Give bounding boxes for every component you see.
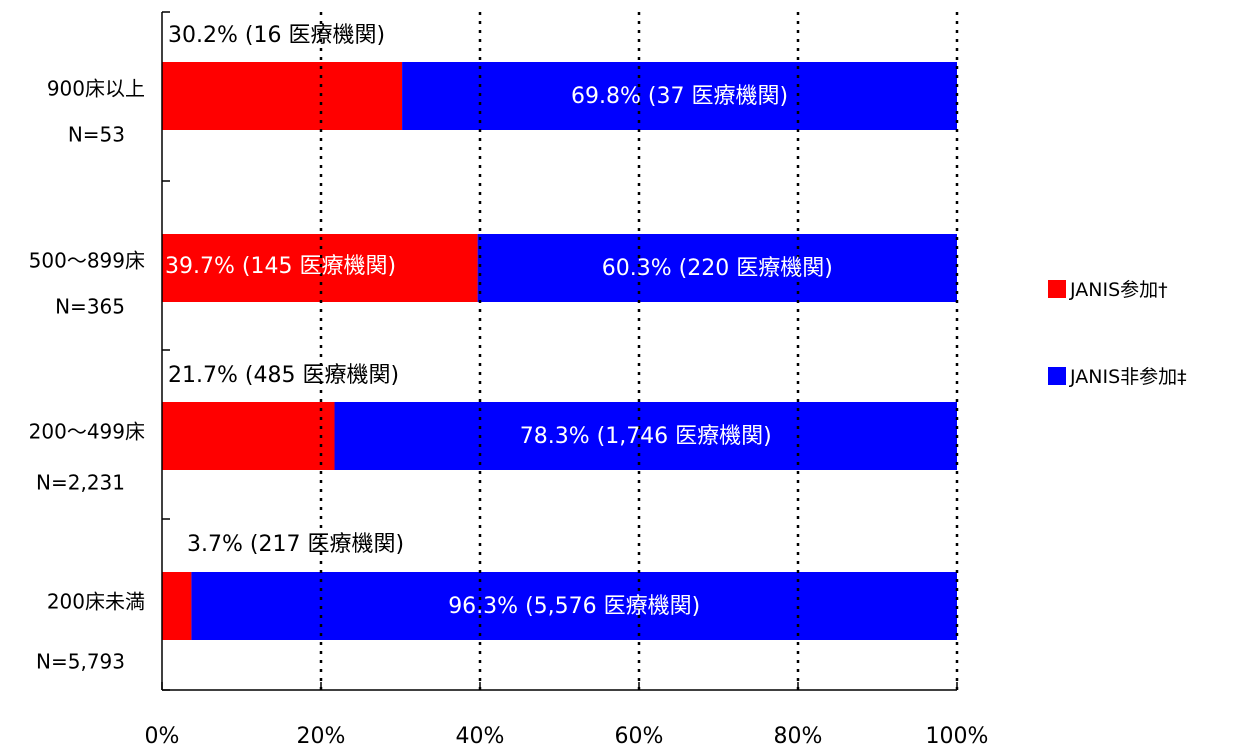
- legend-swatch-blue: [1048, 367, 1066, 385]
- category-n-label-2: N=2,231: [36, 471, 125, 495]
- x-tick-label-0: 0%: [145, 724, 180, 749]
- bar-participating-3: [162, 572, 191, 640]
- legend-label-janis-participating: JANIS参加†: [1070, 275, 1168, 302]
- data-label-nonparticipating-1: 60.3% (220 医療機関): [602, 256, 833, 281]
- data-label-nonparticipating-0: 69.8% (37 医療機関): [571, 84, 788, 109]
- category-label-2: 200～499床: [29, 420, 145, 444]
- x-tick-label-1: 20%: [297, 724, 346, 749]
- legend-item-janis-nonparticipating: JANIS非参加‡: [1048, 362, 1187, 389]
- category-label-3: 200床未満: [47, 590, 145, 614]
- x-tick-label-2: 40%: [456, 724, 505, 749]
- x-tick-label-3: 60%: [615, 724, 664, 749]
- category-n-label-3: N=5,793: [36, 650, 125, 674]
- data-label-participating-3: 3.7% (217 医療機関): [187, 532, 404, 557]
- category-label-1: 500～899床: [29, 249, 145, 273]
- bar-participating-0: [162, 62, 402, 130]
- category-label-0: 900床以上: [47, 77, 145, 101]
- x-tick-label-5: 100%: [926, 724, 989, 749]
- data-label-nonparticipating-3: 96.3% (5,576 医療機関): [448, 594, 700, 619]
- data-label-nonparticipating-2: 78.3% (1,746 医療機関): [520, 424, 772, 449]
- data-label-participating-0: 30.2% (16 医療機関): [168, 23, 385, 48]
- legend-label-janis-nonparticipating: JANIS非参加‡: [1070, 362, 1187, 389]
- data-label-participating-2: 21.7% (485 医療機関): [168, 363, 399, 388]
- legend-item-janis-participating: JANIS参加†: [1048, 275, 1168, 302]
- category-n-label-0: N=53: [68, 123, 125, 147]
- data-label-participating-1: 39.7% (145 医療機関): [165, 254, 396, 279]
- x-tick-label-4: 80%: [774, 724, 823, 749]
- category-n-label-1: N=365: [55, 295, 125, 319]
- legend-swatch-red: [1048, 280, 1066, 298]
- bar-participating-2: [162, 402, 335, 470]
